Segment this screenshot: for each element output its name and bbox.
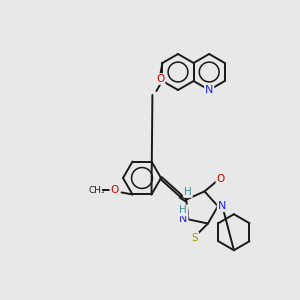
Text: O: O — [216, 174, 225, 184]
Text: O: O — [110, 185, 118, 196]
Text: N: N — [218, 201, 226, 211]
Text: H: H — [184, 187, 192, 197]
Text: N: N — [205, 85, 213, 95]
Text: CH₃: CH₃ — [88, 186, 105, 195]
Text: S: S — [192, 232, 198, 242]
Text: O: O — [156, 74, 164, 84]
Text: H: H — [179, 206, 187, 215]
Text: N: N — [179, 214, 188, 224]
